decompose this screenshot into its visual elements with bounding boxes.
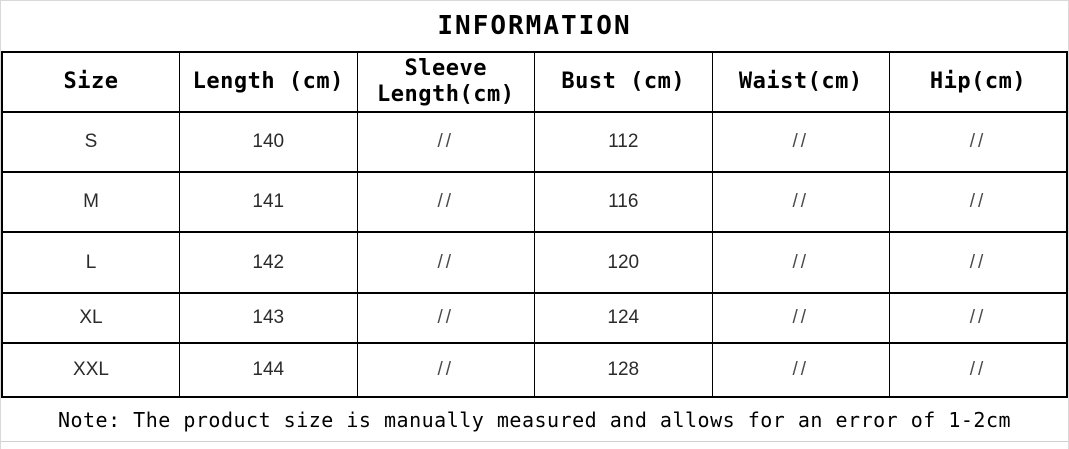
size-cell: XL: [1, 292, 180, 344]
length-cell: 140: [179, 111, 358, 173]
col-header-hip: Hip(cm): [889, 51, 1068, 113]
header-row: Size Length (cm) Sleeve Length(cm) Bust …: [1, 51, 1068, 113]
waist-cell: //: [711, 292, 890, 344]
col-header-size: Size: [1, 51, 180, 113]
size-cell: L: [1, 231, 180, 294]
col-header-waist: Waist(cm): [711, 51, 890, 113]
page-title: INFORMATION: [437, 11, 632, 41]
table-row-xl: XL 143 // 124 // //: [1, 292, 1068, 344]
sleeve-cell: //: [356, 111, 535, 173]
table-row-l: L 142 // 120 // //: [1, 231, 1068, 294]
sleeve-cell: //: [356, 342, 535, 398]
bust-cell: 124: [534, 292, 713, 344]
col-header-sleeve-length: Sleeve Length(cm): [356, 51, 535, 113]
hip-cell: //: [889, 111, 1068, 173]
length-cell: 141: [179, 171, 358, 233]
length-cell: 143: [179, 292, 358, 344]
length-cell: 144: [179, 342, 358, 398]
sleeve-cell: //: [356, 171, 535, 233]
table-row-xxl: XXL 144 // 128 // //: [1, 342, 1068, 398]
waist-cell: //: [711, 111, 890, 173]
hip-cell: //: [889, 231, 1068, 294]
size-table-header: Size Length (cm) Sleeve Length(cm) Bust …: [1, 51, 1068, 113]
size-cell: S: [1, 111, 180, 173]
title-row: INFORMATION: [1, 1, 1068, 51]
bust-cell: 112: [534, 111, 713, 173]
size-table: Size Length (cm) Sleeve Length(cm) Bust …: [1, 51, 1068, 398]
table-row-m: M 141 // 116 // //: [1, 171, 1068, 233]
bust-cell: 120: [534, 231, 713, 294]
sleeve-cell: //: [356, 231, 535, 294]
length-cell: 142: [179, 231, 358, 294]
waist-cell: //: [711, 171, 890, 233]
note-row: Note: The product size is manually measu…: [1, 398, 1068, 442]
sleeve-cell: //: [356, 292, 535, 344]
bust-cell: 128: [534, 342, 713, 398]
col-header-length: Length (cm): [179, 51, 358, 113]
waist-cell: //: [711, 231, 890, 294]
size-table-body: S 140 // 112 // // M 141 // 116 // // L …: [1, 111, 1068, 398]
size-cell: XXL: [1, 342, 180, 398]
hip-cell: //: [889, 292, 1068, 344]
col-header-bust: Bust (cm): [534, 51, 713, 113]
size-cell: M: [1, 171, 180, 233]
bust-cell: 116: [534, 171, 713, 233]
table-row-s: S 140 // 112 // //: [1, 111, 1068, 173]
waist-cell: //: [711, 342, 890, 398]
hip-cell: //: [889, 171, 1068, 233]
measurement-note: Note: The product size is manually measu…: [57, 407, 1012, 432]
hip-cell: //: [889, 342, 1068, 398]
